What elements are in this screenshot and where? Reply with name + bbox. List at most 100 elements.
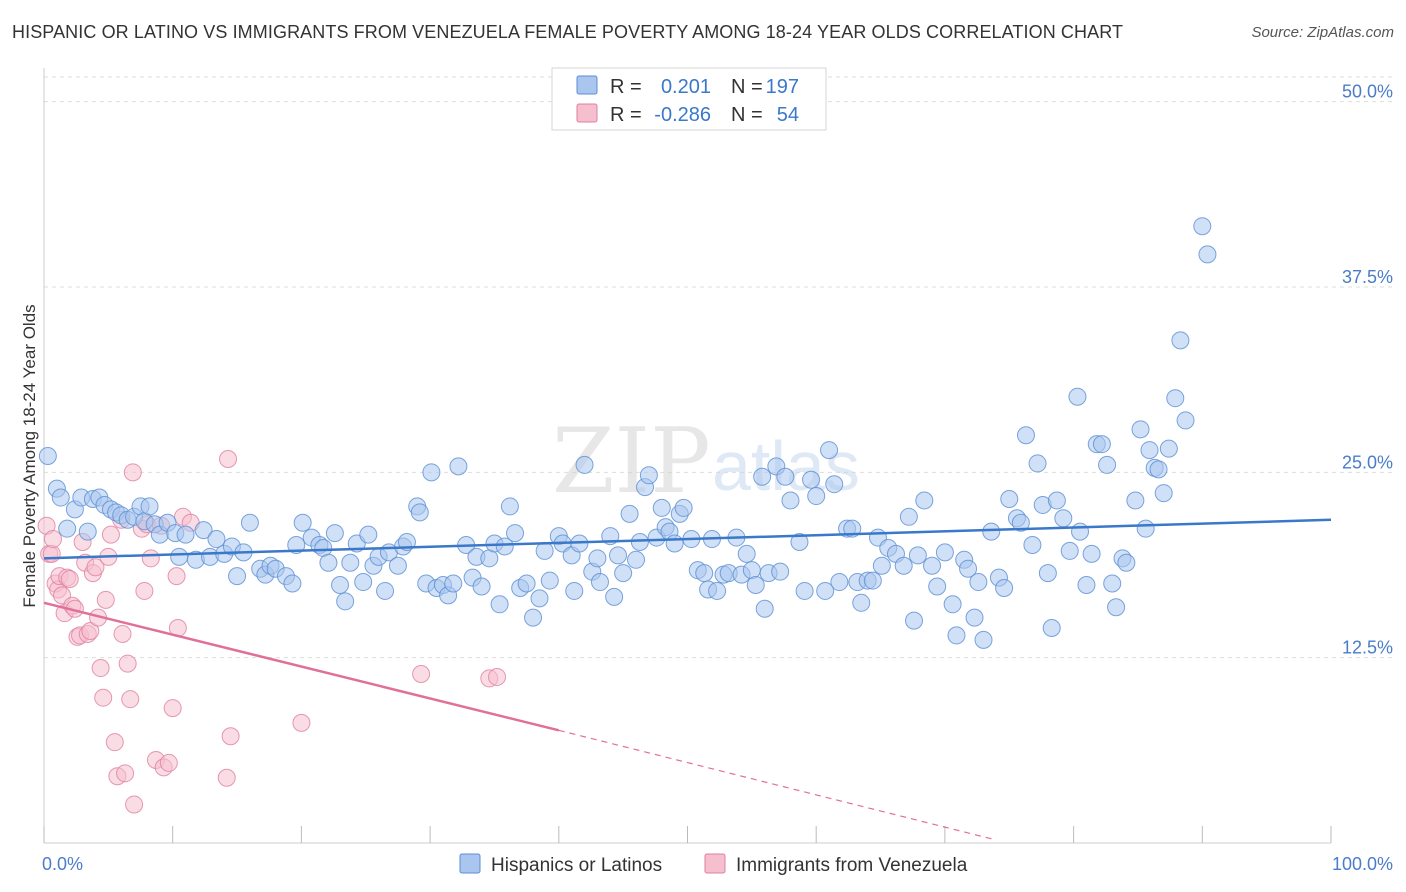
legend-r-value-1: 0.201 — [661, 76, 711, 98]
hispanic-point-103 — [652, 498, 671, 517]
hispanic-point-165 — [1000, 490, 1019, 509]
legend-box — [551, 67, 827, 131]
hispanic-point-101 — [639, 466, 658, 485]
hispanic-point-114 — [708, 581, 727, 600]
trend-line-hispanic — [43, 518, 1332, 560]
hispanic-point-108 — [674, 498, 693, 517]
hispanic-point-122 — [753, 467, 772, 486]
hispanic-point-158 — [959, 559, 978, 578]
hispanic-point-129 — [790, 533, 809, 552]
hispanic-point-197 — [1171, 331, 1190, 350]
hispanic-point-83 — [540, 571, 559, 590]
venezuela-point-52 — [292, 713, 311, 732]
hispanic-point-127 — [776, 467, 795, 486]
hispanic-point-81 — [530, 589, 549, 608]
hispanic-point-92 — [590, 573, 609, 592]
legend-n-label-2: N = — [731, 104, 763, 126]
hispanic-point-76 — [500, 497, 519, 516]
venezuela-point-33 — [121, 690, 140, 709]
y-tick-label-0: 12.5% — [1342, 638, 1393, 658]
y-tick-label-1: 25.0% — [1342, 452, 1393, 472]
series-legend: Hispanics or Latinos Immigrants from Ven… — [459, 853, 968, 876]
hispanic-point-106 — [665, 534, 684, 553]
hispanic-point-168 — [1016, 426, 1035, 445]
hispanic-point-144 — [872, 556, 891, 575]
hispanic-point-151 — [915, 491, 934, 510]
bottom-legend-label-venezuela: Immigrants from Venezuela — [736, 855, 968, 876]
hispanic-point-44 — [319, 553, 338, 572]
hispanic-point-30 — [228, 567, 247, 586]
hispanic-point-182 — [1092, 435, 1111, 454]
venezuela-point-55 — [488, 667, 507, 686]
hispanic-point-170 — [1028, 454, 1047, 473]
legend-r-value-2: -0.286 — [654, 104, 711, 126]
venezuela-point-45 — [167, 567, 186, 586]
series-hispanic-points — [38, 217, 1217, 649]
legend-swatch-blue — [576, 75, 598, 95]
legend-swatch-pink — [576, 103, 598, 123]
correlation-legend: R = 0.201 N = 197 R = -0.286 N = 54 — [551, 67, 827, 131]
hispanic-point-162 — [982, 522, 1001, 541]
hispanic-point-174 — [1047, 491, 1066, 510]
hispanic-point-126 — [771, 562, 790, 581]
hispanic-point-185 — [1107, 598, 1126, 617]
hispanic-point-184 — [1103, 574, 1122, 593]
hispanic-point-82 — [535, 541, 554, 560]
hispanic-point-6 — [78, 522, 97, 541]
venezuela-point-24 — [96, 590, 115, 609]
hispanic-point-67 — [449, 457, 468, 476]
hispanic-point-176 — [1060, 541, 1079, 560]
hispanic-point-164 — [995, 578, 1014, 597]
venezuela-point-18 — [81, 621, 100, 640]
hispanic-point-149 — [905, 611, 924, 630]
bottom-legend-label-hispanic: Hispanics or Latinos — [491, 855, 662, 876]
legend-r-label-2: R = — [610, 104, 642, 126]
hispanic-point-56 — [388, 556, 407, 575]
hispanic-point-193 — [1149, 460, 1168, 479]
venezuela-point-23 — [94, 688, 113, 707]
hispanic-point-200 — [1198, 245, 1217, 264]
hispanic-point-194 — [1154, 484, 1173, 503]
hispanic-point-134 — [820, 441, 839, 460]
hispanic-point-51 — [359, 525, 378, 544]
hispanic-point-160 — [969, 573, 988, 592]
y-tick-labels: 12.5% 25.0% 37.5% 50.0% — [1342, 82, 1393, 658]
hispanic-point-198 — [1176, 411, 1195, 430]
hispanic-point-172 — [1038, 564, 1057, 583]
hispanic-point-87 — [565, 581, 584, 600]
hispanic-point-50 — [354, 573, 373, 592]
hispanic-point-156 — [947, 626, 966, 645]
venezuela-point-26 — [101, 525, 120, 544]
hispanic-point-62 — [422, 463, 441, 482]
hispanic-point-60 — [410, 503, 429, 522]
hispanic-point-183 — [1098, 455, 1117, 474]
venezuela-point-43 — [159, 753, 178, 772]
hispanic-point-140 — [852, 593, 871, 612]
venezuela-point-49 — [217, 768, 236, 787]
hispanic-point-75 — [495, 537, 514, 556]
hispanic-point-77 — [506, 524, 525, 543]
hispanic-point-3 — [58, 519, 77, 538]
hispanic-point-95 — [609, 546, 628, 565]
hispanic-point-47 — [336, 592, 355, 611]
hispanic-point-91 — [588, 549, 607, 568]
venezuela-point-10 — [60, 570, 79, 589]
y-tick-label-3: 50.0% — [1342, 82, 1393, 102]
hispanic-point-74 — [490, 595, 509, 614]
hispanic-point-188 — [1126, 491, 1145, 510]
legend-n-value-1: 197 — [766, 76, 799, 98]
hispanic-point-155 — [943, 595, 962, 614]
venezuela-point-30 — [113, 624, 132, 643]
hispanic-point-38 — [283, 574, 302, 593]
venezuela-point-3 — [44, 530, 63, 549]
hispanic-point-173 — [1042, 619, 1061, 638]
hispanic-point-98 — [627, 550, 646, 569]
hispanic-point-111 — [695, 564, 714, 583]
hispanic-point-154 — [935, 543, 954, 562]
hispanic-point-148 — [899, 507, 918, 526]
hispanic-point-131 — [802, 470, 821, 489]
hispanic-point-159 — [965, 608, 984, 627]
hispanic-point-191 — [1140, 441, 1159, 460]
venezuela-point-31 — [116, 764, 135, 783]
